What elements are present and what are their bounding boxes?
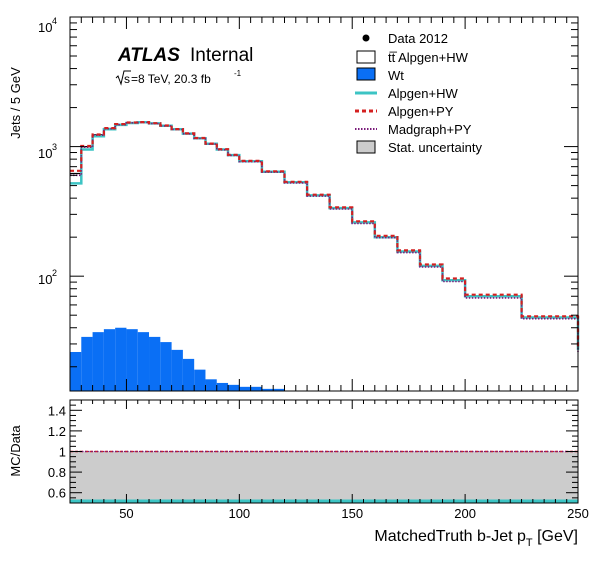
atlas-status: Internal [190, 45, 253, 66]
y-tick-label: 10 [38, 20, 52, 35]
main-frame [69, 16, 579, 392]
legend-entry: Stat. uncertainty [356, 140, 482, 155]
y-tick-label: 10 [38, 272, 52, 287]
main-y-axis-label: Jets / 5 GeV [8, 67, 23, 139]
main-panel: 10 3 10 2 10 4 Jets / 5 GeV ATLAS Intern… [8, 16, 580, 392]
legend-label: Alpgen+HW [388, 86, 458, 101]
y-tick-exponent: 2 [52, 268, 57, 278]
x-axis-label-sub: T [526, 537, 533, 549]
wt-bar [194, 369, 206, 391]
ratio-y-tick-label: 1.2 [48, 424, 66, 439]
legend: Data 2012 tt̅ Alpgen+HW Wt Alpgen+HW Alp… [355, 31, 482, 155]
sqrt-icon [115, 70, 131, 86]
x-axis-label-main: MatchedTruth b-Jet p [374, 528, 526, 545]
x-tick-label: 200 [454, 506, 476, 521]
wt-bar [137, 332, 150, 391]
legend-entry: Madgraph+PY [355, 122, 472, 137]
legend-label: Madgraph+PY [388, 122, 472, 137]
wt-bar [126, 329, 138, 391]
energy-lumi-label: s =8 TeV, 20.3 fb -1 [115, 69, 242, 86]
y-tick-exponent: 4 [52, 16, 57, 26]
legend-swatch-ttbar [356, 50, 376, 64]
ratio-y-tick-label: 1 [59, 445, 66, 460]
legend-swatch-wt [356, 67, 376, 81]
legend-marker-data [362, 34, 370, 42]
legend-entry: Alpgen+PY [355, 104, 454, 119]
svg-text:MatchedTruth b-Jet pT [GeV]: MatchedTruth b-Jet pT [GeV] [374, 528, 578, 549]
main-plot-area [70, 121, 580, 391]
lumi-exponent: -1 [234, 69, 242, 78]
y-tick-label: 10 [38, 146, 52, 161]
legend-entry: Data 2012 [362, 31, 448, 46]
ratio-axes: 0.6 0.8 1 1.2 1.4 50 100 150 200 250 [48, 399, 589, 521]
legend-label: Stat. uncertainty [388, 140, 482, 155]
energy-text: =8 TeV, 20.3 fb [131, 72, 211, 86]
legend-label: tt̅ Alpgen+HW [388, 50, 469, 65]
main-axes [70, 16, 579, 391]
wt-bar [81, 336, 93, 391]
stat-uncertainty-band [70, 451, 578, 503]
legend-entry: tt̅ Alpgen+HW [356, 50, 469, 65]
ratio-y-tick-label: 1.4 [48, 403, 66, 418]
wt-bar [70, 351, 82, 391]
main-y-tick-labels: 10 3 10 2 10 4 [38, 16, 57, 287]
wt-bar [160, 342, 172, 391]
atlas-label: ATLAS [117, 45, 180, 66]
x-tick-label: 100 [228, 506, 250, 521]
legend-label: Data 2012 [388, 31, 448, 46]
x-tick-label: 250 [567, 506, 589, 521]
ratio-y-tick-label: 0.8 [48, 465, 66, 480]
energy-prefix: s [124, 72, 130, 86]
wt-bar [216, 382, 229, 391]
wt-bar [228, 384, 240, 391]
legend-label: Alpgen+PY [388, 104, 454, 119]
x-axis-label-unit: [GeV] [533, 528, 578, 545]
wt-bar [115, 327, 127, 391]
alpgen-py-line [70, 121, 580, 348]
wt-bar [103, 329, 116, 391]
ratio-y-axis-label: MC/Data [8, 425, 23, 477]
x-tick-label: 50 [119, 506, 133, 521]
x-axis-label: MatchedTruth b-Jet pT [GeV] [374, 528, 578, 549]
ratio-y-tick-label: 0.6 [48, 486, 66, 501]
wt-bar [149, 336, 161, 391]
wt-bar [92, 332, 104, 391]
ratio-panel: 0.6 0.8 1 1.2 1.4 50 100 150 200 250 MC/Data Matc… [8, 399, 589, 549]
legend-entry: Wt [356, 67, 404, 83]
legend-entry: Alpgen+HW [355, 86, 458, 101]
x-tick-label: 150 [341, 506, 363, 521]
wt-bar [182, 358, 195, 391]
wt-bar [171, 349, 183, 391]
ratio-plot-area [70, 450, 578, 503]
legend-swatch-stat [356, 140, 376, 154]
wt-bar [205, 379, 217, 391]
y-tick-exponent: 3 [52, 142, 57, 152]
legend-label: Wt [388, 68, 404, 83]
